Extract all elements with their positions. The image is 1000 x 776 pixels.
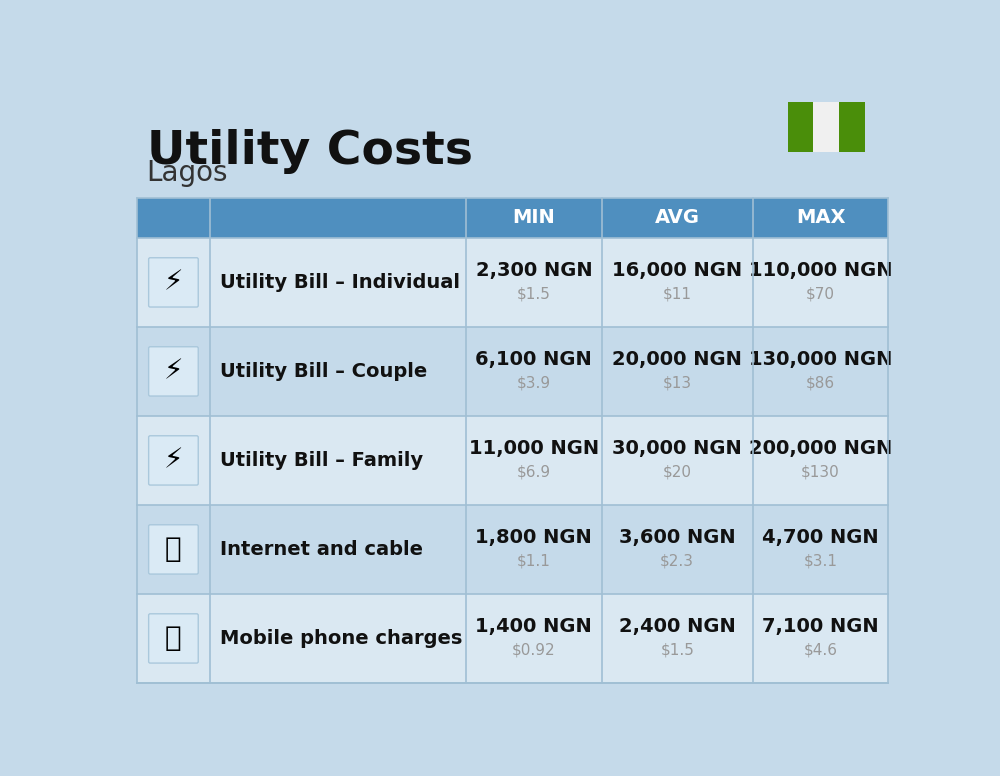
Text: 130,000 NGN: 130,000 NGN bbox=[749, 350, 892, 369]
FancyBboxPatch shape bbox=[149, 436, 198, 485]
Text: MIN: MIN bbox=[512, 209, 555, 227]
Text: 16,000 NGN: 16,000 NGN bbox=[612, 262, 742, 280]
Text: 11,000 NGN: 11,000 NGN bbox=[469, 439, 599, 459]
FancyBboxPatch shape bbox=[149, 347, 198, 396]
Text: 200,000 NGN: 200,000 NGN bbox=[749, 439, 892, 459]
Text: $11: $11 bbox=[663, 286, 692, 301]
Text: $4.6: $4.6 bbox=[804, 643, 838, 657]
Text: 3,600 NGN: 3,600 NGN bbox=[619, 528, 736, 547]
Text: 4,700 NGN: 4,700 NGN bbox=[762, 528, 879, 547]
FancyBboxPatch shape bbox=[137, 238, 888, 327]
Text: Utility Bill – Individual: Utility Bill – Individual bbox=[220, 273, 460, 292]
Text: $86: $86 bbox=[806, 376, 835, 390]
Text: 7,100 NGN: 7,100 NGN bbox=[762, 618, 879, 636]
FancyBboxPatch shape bbox=[137, 198, 888, 238]
Text: $70: $70 bbox=[806, 286, 835, 301]
Text: 110,000 NGN: 110,000 NGN bbox=[749, 262, 892, 280]
Text: Lagos: Lagos bbox=[147, 159, 228, 187]
FancyBboxPatch shape bbox=[137, 416, 888, 505]
Text: 6,100 NGN: 6,100 NGN bbox=[475, 350, 592, 369]
Text: $6.9: $6.9 bbox=[517, 465, 551, 480]
Text: 20,000 NGN: 20,000 NGN bbox=[612, 350, 742, 369]
FancyBboxPatch shape bbox=[149, 258, 198, 307]
Text: Utility Bill – Couple: Utility Bill – Couple bbox=[220, 362, 427, 381]
Text: ⚡: ⚡ bbox=[164, 268, 183, 296]
Text: 1,800 NGN: 1,800 NGN bbox=[475, 528, 592, 547]
Text: $13: $13 bbox=[663, 376, 692, 390]
Text: 📶: 📶 bbox=[165, 535, 182, 563]
Text: $3.1: $3.1 bbox=[804, 553, 838, 569]
Text: $1.1: $1.1 bbox=[517, 553, 551, 569]
Text: 2,300 NGN: 2,300 NGN bbox=[476, 262, 592, 280]
FancyBboxPatch shape bbox=[149, 614, 198, 663]
Text: ⚡: ⚡ bbox=[164, 358, 183, 386]
Text: $0.92: $0.92 bbox=[512, 643, 556, 657]
Text: 📱: 📱 bbox=[165, 625, 182, 653]
FancyBboxPatch shape bbox=[137, 594, 888, 683]
Text: 30,000 NGN: 30,000 NGN bbox=[612, 439, 742, 459]
Text: MAX: MAX bbox=[796, 209, 845, 227]
FancyBboxPatch shape bbox=[137, 327, 888, 416]
Text: Utility Bill – Family: Utility Bill – Family bbox=[220, 451, 423, 470]
FancyBboxPatch shape bbox=[137, 505, 888, 594]
FancyBboxPatch shape bbox=[813, 102, 839, 151]
Text: $1.5: $1.5 bbox=[660, 643, 694, 657]
FancyBboxPatch shape bbox=[788, 102, 813, 151]
Text: $20: $20 bbox=[663, 465, 692, 480]
Text: $3.9: $3.9 bbox=[517, 376, 551, 390]
Text: 2,400 NGN: 2,400 NGN bbox=[619, 618, 736, 636]
Text: $2.3: $2.3 bbox=[660, 553, 694, 569]
Text: ⚡: ⚡ bbox=[164, 446, 183, 474]
FancyBboxPatch shape bbox=[839, 102, 865, 151]
Text: $130: $130 bbox=[801, 465, 840, 480]
Text: Internet and cable: Internet and cable bbox=[220, 540, 423, 559]
Text: $1.5: $1.5 bbox=[517, 286, 551, 301]
FancyBboxPatch shape bbox=[149, 525, 198, 574]
Text: 1,400 NGN: 1,400 NGN bbox=[475, 618, 592, 636]
Text: Mobile phone charges: Mobile phone charges bbox=[220, 629, 462, 648]
Text: AVG: AVG bbox=[655, 209, 700, 227]
Text: Utility Costs: Utility Costs bbox=[147, 129, 473, 174]
